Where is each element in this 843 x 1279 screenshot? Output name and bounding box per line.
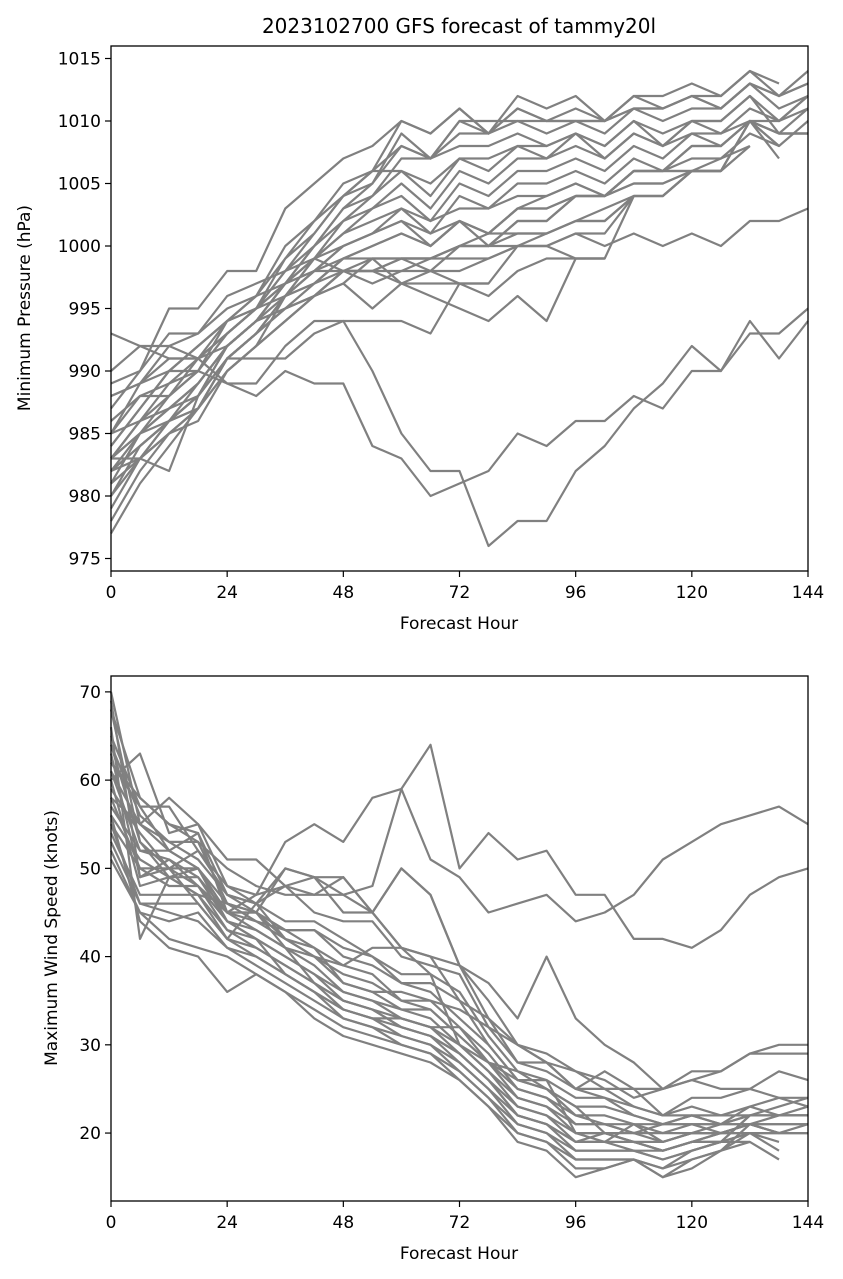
pressure-y-tick-label: 985	[69, 425, 101, 445]
wind-x-tick-label: 96	[565, 1213, 587, 1233]
wind-x-axis-label: Forecast Hour	[400, 1244, 518, 1264]
pressure-series-line-19	[110, 195, 635, 460]
pressure-x-tick-label: 0	[106, 583, 117, 603]
wind-y-tick-label: 60	[79, 771, 101, 791]
pressure-series-line-20	[110, 207, 809, 435]
wind-series-line-20	[109, 815, 751, 1179]
wind-x-tick-label: 24	[216, 1213, 238, 1233]
wind-series-line-21	[109, 744, 780, 1152]
pressure-y-tick-label: 995	[69, 300, 101, 320]
pressure-y-tick-label: 980	[69, 487, 101, 507]
pressure-x-tick-label: 48	[333, 583, 355, 603]
wind-x-tick-label: 48	[333, 1213, 355, 1233]
pressure-x-tick-label: 96	[565, 583, 587, 603]
wind-x-tick-label: 0	[106, 1213, 117, 1233]
pressure-y-tick-label: 1015	[58, 50, 101, 70]
wind-series-line-27	[109, 709, 809, 940]
pressure-y-tick-label: 1010	[58, 112, 101, 132]
wind-series-line-26	[109, 700, 809, 949]
wind-x-tick-label: 72	[449, 1213, 471, 1233]
wind-series-group	[109, 691, 809, 1179]
pressure-y-tick-label: 990	[69, 362, 101, 382]
pressure-y-tick-label: 1000	[58, 237, 101, 257]
wind-series-line-23	[110, 761, 809, 1143]
pressure-x-axis-label: Forecast Hour	[400, 614, 518, 634]
pressure-series-line-27	[110, 95, 809, 372]
pressure-series-line-24	[111, 282, 489, 473]
wind-y-tick-label: 30	[79, 1036, 101, 1056]
wind-y-ticks: 20 30 40 50 60 70	[79, 683, 111, 1144]
pressure-x-tick-label: 120	[676, 583, 708, 603]
wind-y-tick-label: 70	[79, 683, 101, 703]
pressure-panel: 2023102700 GFS forecast of tammy20l 0 24 4…	[15, 14, 824, 634]
wind-x-ticks: 0 24 48 72 96 120 144	[106, 1201, 824, 1233]
wind-series-line-3	[110, 752, 809, 1117]
pressure-series-group	[110, 69, 809, 548]
wind-series-line-25	[109, 797, 809, 1126]
pressure-series-line-26	[110, 307, 809, 498]
pressure-y-tick-label: 1005	[58, 175, 101, 195]
pressure-x-ticks: 0 24 48 72 96 120 144	[106, 571, 824, 603]
pressure-x-tick-label: 144	[792, 583, 824, 603]
wind-y-axis-label: Maximum Wind Speed (knots)	[42, 810, 62, 1066]
pressure-y-ticks: 975 980 985 990 995 1000 1005 1010 1015	[58, 50, 111, 570]
wind-series-line-24	[110, 770, 808, 1099]
wind-panel: 0 24 48 72 96 120 144 20 30 40 50 60 70 Forecast Ho…	[42, 675, 824, 1264]
wind-y-tick-label: 40	[79, 948, 101, 968]
wind-y-tick-label: 20	[79, 1124, 101, 1144]
pressure-chart-title: 2023102700 GFS forecast of tammy20l	[262, 14, 656, 38]
pressure-y-axis-label: Minimum Pressure (hPa)	[15, 205, 35, 411]
wind-x-tick-label: 120	[676, 1213, 708, 1233]
wind-y-tick-label: 50	[79, 859, 101, 879]
pressure-series-line-28	[110, 82, 809, 410]
pressure-x-tick-label: 24	[216, 583, 238, 603]
pressure-x-tick-label: 72	[449, 583, 471, 603]
pressure-y-tick-label: 975	[69, 550, 101, 570]
wind-x-tick-label: 144	[792, 1213, 824, 1233]
